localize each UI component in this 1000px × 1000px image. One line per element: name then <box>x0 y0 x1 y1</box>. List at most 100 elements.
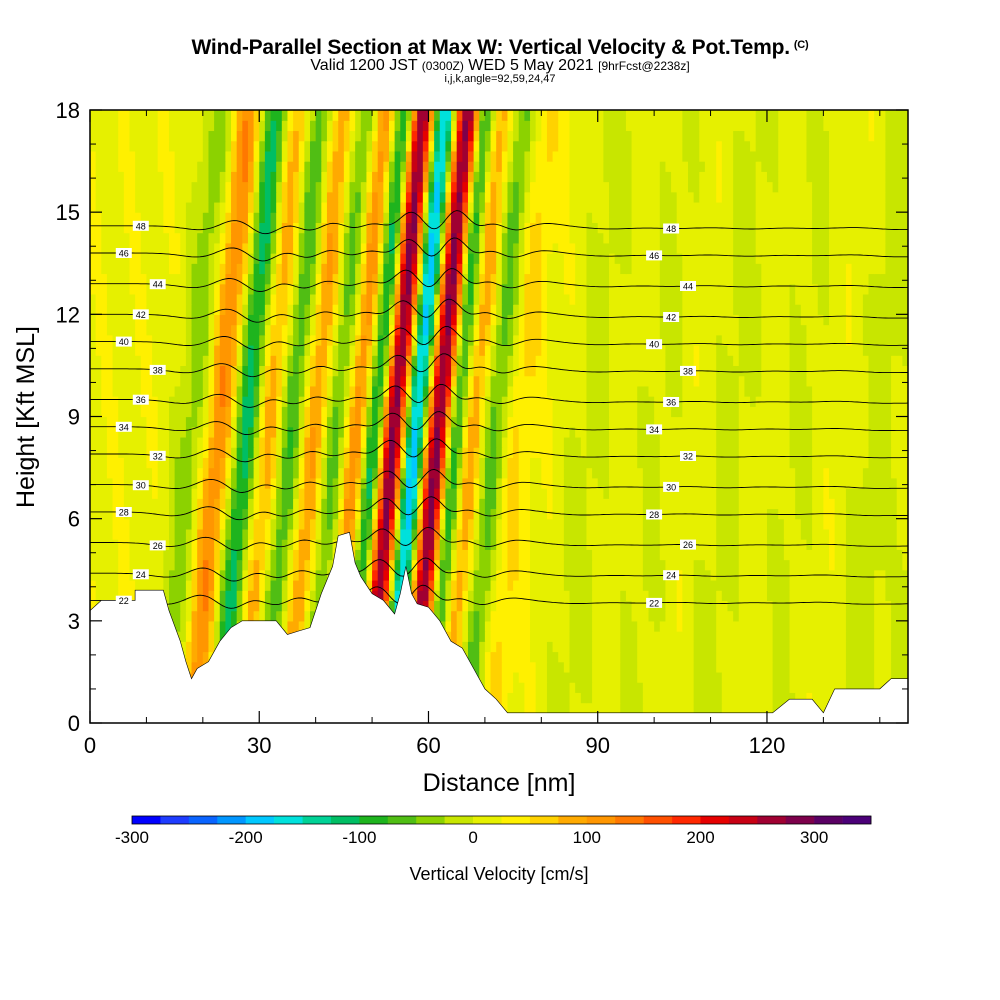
velocity-cell <box>507 651 514 663</box>
velocity-cell <box>388 539 396 550</box>
velocity-cell <box>180 610 187 622</box>
velocity-cell <box>118 488 125 499</box>
velocity-cell <box>484 508 492 520</box>
velocity-cell <box>563 569 571 581</box>
velocity-cell <box>484 661 492 673</box>
velocity-cell <box>530 528 537 540</box>
velocity-cell <box>625 447 633 458</box>
velocity-cell <box>744 467 751 479</box>
velocity-cell <box>439 406 447 418</box>
velocity-cell <box>721 702 729 714</box>
velocity-cell <box>727 498 734 510</box>
velocity-cell <box>868 396 875 407</box>
velocity-cell <box>699 559 706 571</box>
velocity-cell <box>829 651 836 663</box>
velocity-cell <box>885 620 892 632</box>
velocity-cell <box>541 426 548 438</box>
velocity-cell <box>479 651 486 663</box>
velocity-cell <box>326 559 334 571</box>
velocity-cell <box>315 365 322 377</box>
velocity-cell <box>95 416 102 428</box>
velocity-cell <box>180 590 187 601</box>
velocity-cell <box>710 436 717 448</box>
velocity-cell <box>247 559 255 571</box>
velocity-cell <box>259 579 266 591</box>
velocity-cell <box>552 416 559 428</box>
velocity-cell <box>214 508 221 520</box>
velocity-cell <box>197 508 204 520</box>
velocity-cell <box>563 579 571 591</box>
velocity-cell <box>671 671 678 683</box>
velocity-cell <box>310 579 317 591</box>
velocity-cell <box>687 702 695 714</box>
velocity-cell <box>750 488 757 499</box>
velocity-cell <box>806 620 813 632</box>
velocity-cell <box>761 518 768 530</box>
velocity-cell <box>507 682 514 693</box>
velocity-cell <box>304 477 311 489</box>
velocity-cell <box>558 406 565 418</box>
velocity-cell <box>795 610 802 622</box>
velocity-cell <box>185 488 193 499</box>
velocity-cell <box>513 559 520 571</box>
velocity-cell <box>146 375 153 387</box>
velocity-cell <box>372 406 379 418</box>
velocity-cell <box>733 477 740 489</box>
velocity-cell <box>609 590 616 601</box>
velocity-cell <box>422 477 430 489</box>
velocity-cell <box>795 447 802 458</box>
velocity-cell <box>868 539 875 550</box>
velocity-cell <box>614 436 621 448</box>
velocity-cell <box>439 590 447 601</box>
velocity-cell <box>157 579 164 591</box>
velocity-cell <box>118 447 125 458</box>
velocity-cell <box>202 385 210 397</box>
velocity-cell <box>868 579 875 591</box>
velocity-cell <box>902 661 908 673</box>
velocity-cell <box>546 528 554 540</box>
velocity-cell <box>834 631 841 642</box>
velocity-cell <box>648 651 655 663</box>
velocity-cell <box>806 385 813 397</box>
velocity-cell <box>603 651 610 663</box>
velocity-cell <box>671 692 678 704</box>
velocity-cell <box>592 692 599 704</box>
velocity-cell <box>795 641 802 653</box>
velocity-cell <box>146 385 153 397</box>
velocity-cell <box>891 559 898 571</box>
velocity-cell <box>383 385 390 397</box>
velocity-cell <box>625 477 633 489</box>
velocity-cell <box>377 477 384 489</box>
velocity-cell <box>716 539 723 550</box>
velocity-cell <box>631 416 638 428</box>
velocity-cell <box>659 620 667 632</box>
velocity-cell <box>569 702 576 714</box>
velocity-cell <box>298 406 305 418</box>
velocity-cell <box>789 610 796 622</box>
velocity-cell <box>761 426 768 438</box>
velocity-cell <box>298 559 305 571</box>
velocity-cell <box>417 406 424 418</box>
velocity-cell <box>287 549 294 561</box>
velocity-cell <box>197 631 204 642</box>
velocity-cell <box>676 528 683 540</box>
velocity-cell <box>191 610 198 622</box>
velocity-cell <box>197 498 204 510</box>
velocity-cell <box>716 416 723 428</box>
velocity-cell <box>377 518 384 530</box>
velocity-cell <box>597 610 604 622</box>
velocity-cell <box>778 416 785 428</box>
velocity-cell <box>405 559 413 571</box>
velocity-cell <box>563 620 571 632</box>
velocity-cell <box>253 549 260 561</box>
velocity-cell <box>202 631 210 642</box>
velocity-cell <box>253 488 260 499</box>
velocity-cell <box>501 610 509 622</box>
velocity-cell <box>400 426 407 438</box>
velocity-cell <box>716 620 723 632</box>
velocity-cell <box>168 375 176 387</box>
velocity-cell <box>236 528 243 540</box>
velocity-cell <box>569 528 576 540</box>
velocity-cell <box>535 661 542 673</box>
velocity-cell <box>95 365 102 377</box>
